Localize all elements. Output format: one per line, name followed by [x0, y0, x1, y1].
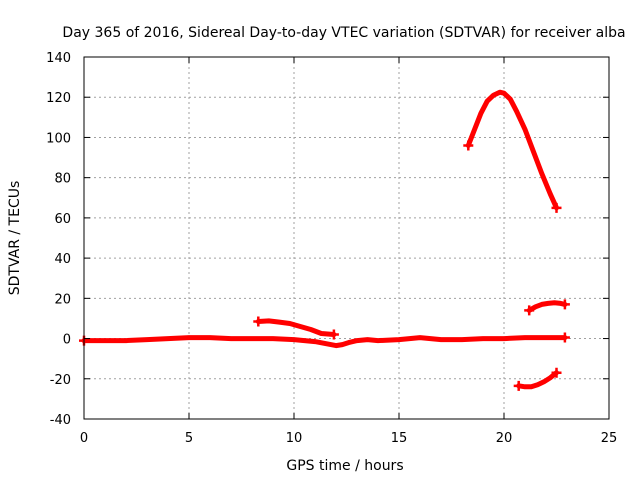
y-tick-label: 100	[46, 131, 71, 146]
x-tick-label: 25	[601, 431, 618, 446]
data-series	[79, 89, 570, 391]
grid-lines	[84, 57, 609, 419]
series-line	[526, 300, 568, 313]
x-tick-label: 20	[496, 431, 513, 446]
series-line	[81, 335, 568, 349]
series-end-marker	[551, 367, 562, 378]
series-end-marker	[551, 202, 562, 213]
series-line	[516, 370, 559, 390]
x-tick-label: 0	[80, 431, 88, 446]
x-tick-label: 10	[286, 431, 303, 446]
series-end-marker	[328, 329, 339, 340]
series-end-marker	[524, 305, 535, 316]
series-line	[255, 318, 337, 337]
x-axis-label: GPS time / hours	[286, 458, 403, 474]
y-axis-label: SDTVAR / TECUs	[7, 181, 23, 296]
y-tick-label: -20	[50, 373, 71, 388]
chart-title: Day 365 of 2016, Sidereal Day-to-day VTE…	[62, 25, 625, 41]
series-end-marker	[463, 140, 474, 151]
y-tick-label: 140	[46, 51, 71, 66]
series-end-marker	[559, 299, 570, 310]
y-tick-label: 40	[54, 252, 71, 267]
y-tick-label: 60	[54, 212, 71, 227]
y-tick-label: 120	[46, 91, 71, 106]
series-line	[465, 89, 559, 211]
x-tick-label: 5	[185, 431, 193, 446]
series-end-marker	[513, 380, 524, 391]
plot-frame	[83, 56, 610, 420]
y-tick-label: -40	[50, 413, 71, 428]
y-tick-label: 20	[54, 292, 71, 307]
y-tick-label: 80	[54, 172, 71, 187]
axis-ticks: 0 5 10 15 20 25 -40 -20 0 20 40 60 80 100 120 140	[46, 51, 617, 446]
series-end-marker	[559, 332, 570, 343]
y-tick-label: 0	[63, 333, 71, 348]
x-tick-label: 15	[391, 431, 408, 446]
series-end-marker	[253, 316, 264, 327]
